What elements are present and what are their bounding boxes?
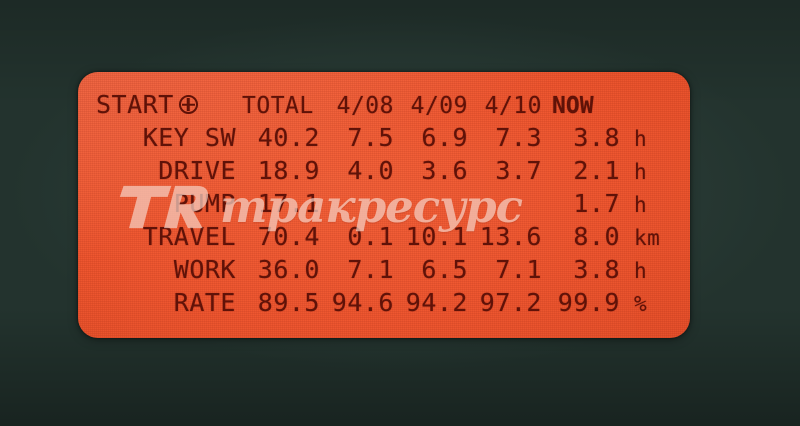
row-label: WORK	[173, 255, 236, 284]
cell-date-1: 7.1	[347, 255, 394, 284]
table-row: DRIVE 18.9 4.0 3.6 3.7 2.1 h	[92, 154, 676, 187]
cell-date-1: 7.5	[347, 123, 394, 152]
cell-unit: h	[634, 160, 648, 184]
cell-total: 36.0	[257, 255, 320, 284]
cell-now: 3.8	[573, 255, 620, 284]
table-row: PUMP 17.1 1.7 h	[92, 187, 676, 220]
cell-date-2: 10.1	[405, 222, 468, 251]
cell-unit: km	[634, 226, 661, 250]
table-row: WORK 36.0 7.1 6.5 7.1 3.8 h	[92, 253, 676, 286]
cell-date-3: 3.7	[495, 156, 542, 185]
table-header-row: START TOTAL 4/08 4/09 4/10 NOW	[92, 88, 676, 121]
header-start-cell: START	[92, 88, 240, 121]
table-row: KEY SW 40.2 7.5 6.9 7.3 3.8 h	[92, 121, 676, 154]
row-label: KEY SW	[142, 123, 236, 152]
header-date-1: 4/08	[336, 93, 394, 119]
cell-total: 18.9	[257, 156, 320, 185]
cell-date-3: 97.2	[479, 288, 542, 317]
cell-unit: h	[634, 193, 648, 217]
cell-total: 70.4	[257, 222, 320, 251]
cell-date-3: 7.3	[495, 123, 542, 152]
cell-date-1: 0.1	[347, 222, 394, 251]
cell-unit: %	[634, 292, 648, 316]
cell-date-1: 4.0	[347, 156, 394, 185]
table-row: TRAVEL 70.4 0.1 10.1 13.6 8.0 km	[92, 220, 676, 253]
cell-unit: h	[634, 127, 648, 151]
cell-now: 3.8	[573, 123, 620, 152]
cell-total: 17.1	[257, 189, 320, 218]
cell-total: 40.2	[257, 123, 320, 152]
cell-date-2: 3.6	[421, 156, 468, 185]
lcd-display-panel: START TOTAL 4/08 4/09 4/10 NOW KEY SW 40…	[78, 72, 690, 338]
header-date-2: 4/09	[410, 93, 468, 119]
cell-now: 2.1	[573, 156, 620, 185]
cell-date-2: 94.2	[405, 288, 468, 317]
cell-date-1: 94.6	[331, 288, 394, 317]
header-now: NOW	[552, 93, 594, 119]
header-date-3: 4/10	[484, 93, 542, 119]
row-label: RATE	[173, 288, 236, 317]
cell-unit: h	[634, 259, 648, 283]
cell-now: 99.9	[557, 288, 620, 317]
start-label: START	[96, 90, 174, 119]
row-label: DRIVE	[158, 156, 236, 185]
operation-log-table: START TOTAL 4/08 4/09 4/10 NOW KEY SW 40…	[78, 72, 690, 338]
row-label: PUMP	[173, 189, 236, 218]
cell-total: 89.5	[257, 288, 320, 317]
cell-date-3: 13.6	[479, 222, 542, 251]
table-row: RATE 89.5 94.6 94.2 97.2 99.9 %	[92, 286, 676, 319]
cell-now: 1.7	[573, 189, 620, 218]
header-total: TOTAL	[242, 93, 314, 119]
cell-now: 8.0	[573, 222, 620, 251]
target-crosshair-icon	[178, 95, 198, 114]
cell-date-3: 7.1	[495, 255, 542, 284]
cell-date-2: 6.5	[421, 255, 468, 284]
row-label: TRAVEL	[142, 222, 236, 251]
cell-date-2: 6.9	[421, 123, 468, 152]
